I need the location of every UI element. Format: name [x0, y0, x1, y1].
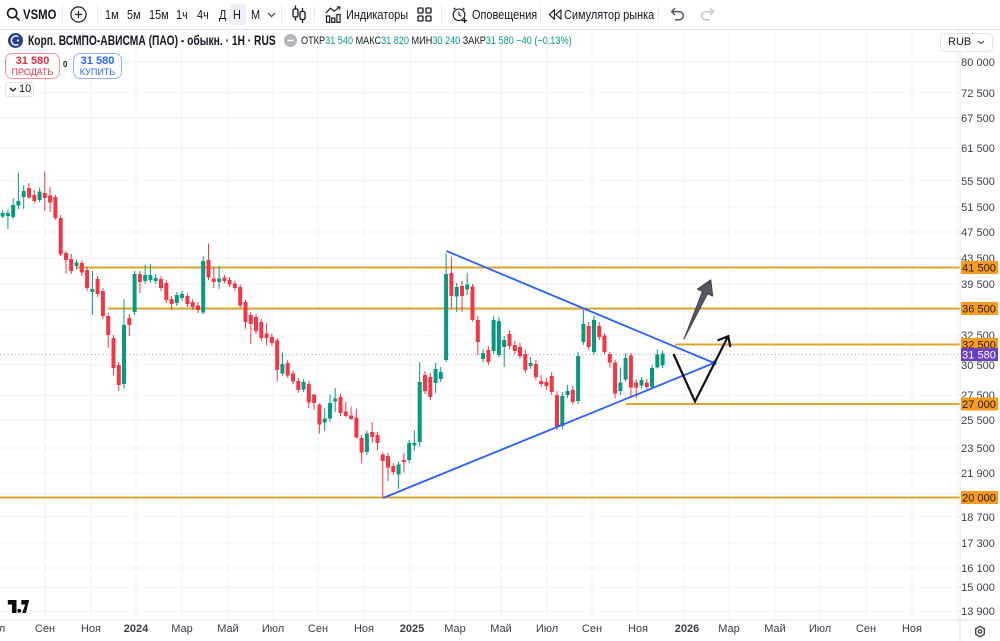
svg-text:Май: Май: [490, 623, 512, 635]
svg-text:Ноя: Ноя: [354, 623, 374, 635]
svg-text:Сен: Сен: [308, 623, 328, 635]
svg-text:67 500: 67 500: [961, 113, 995, 125]
svg-text:Мар: Мар: [444, 623, 466, 635]
svg-text:18 700: 18 700: [961, 512, 995, 524]
svg-text:41 500: 41 500: [962, 263, 996, 275]
svg-text:61 500: 61 500: [961, 143, 995, 155]
svg-text:72 500: 72 500: [961, 88, 995, 100]
svg-text:30 500: 30 500: [961, 360, 995, 372]
svg-text:Мар: Мар: [718, 623, 740, 635]
svg-text:2025: 2025: [400, 623, 424, 635]
svg-text:Ноя: Ноя: [902, 623, 922, 635]
svg-text:Июл: Июл: [809, 623, 831, 635]
svg-text:55 500: 55 500: [961, 176, 995, 188]
svg-text:27 000: 27 000: [962, 399, 996, 411]
svg-text:Сен: Сен: [582, 623, 602, 635]
svg-text:17 300: 17 300: [961, 538, 995, 550]
svg-text:Июл: Июл: [536, 623, 558, 635]
svg-text:Ноя: Ноя: [628, 623, 648, 635]
svg-text:Ноя: Ноя: [81, 623, 101, 635]
svg-text:Май: Май: [764, 623, 786, 635]
svg-text:2024: 2024: [124, 623, 149, 635]
svg-text:2026: 2026: [675, 623, 699, 635]
svg-text:Июл: Июл: [262, 623, 284, 635]
svg-text:Мар: Мар: [171, 623, 193, 635]
svg-text:21 900: 21 900: [961, 468, 995, 480]
svg-text:47 500: 47 500: [961, 227, 995, 239]
svg-text:20 000: 20 000: [962, 493, 996, 505]
svg-text:36 500: 36 500: [962, 304, 996, 316]
svg-text:Сен: Сен: [856, 623, 876, 635]
svg-text:Сен: Сен: [35, 623, 55, 635]
svg-text:Май: Май: [217, 623, 239, 635]
svg-text:51 500: 51 500: [961, 202, 995, 214]
svg-text:13 900: 13 900: [961, 606, 995, 618]
svg-text:16 100: 16 100: [961, 563, 995, 575]
svg-text:80 000: 80 000: [961, 57, 995, 69]
svg-text:25 500: 25 500: [961, 415, 995, 427]
svg-text:39 500: 39 500: [961, 279, 995, 291]
svg-text:15 000: 15 000: [961, 582, 995, 594]
svg-text:31 580: 31 580: [962, 350, 996, 362]
svg-text:л: л: [0, 623, 5, 635]
svg-text:23 500: 23 500: [961, 443, 995, 455]
